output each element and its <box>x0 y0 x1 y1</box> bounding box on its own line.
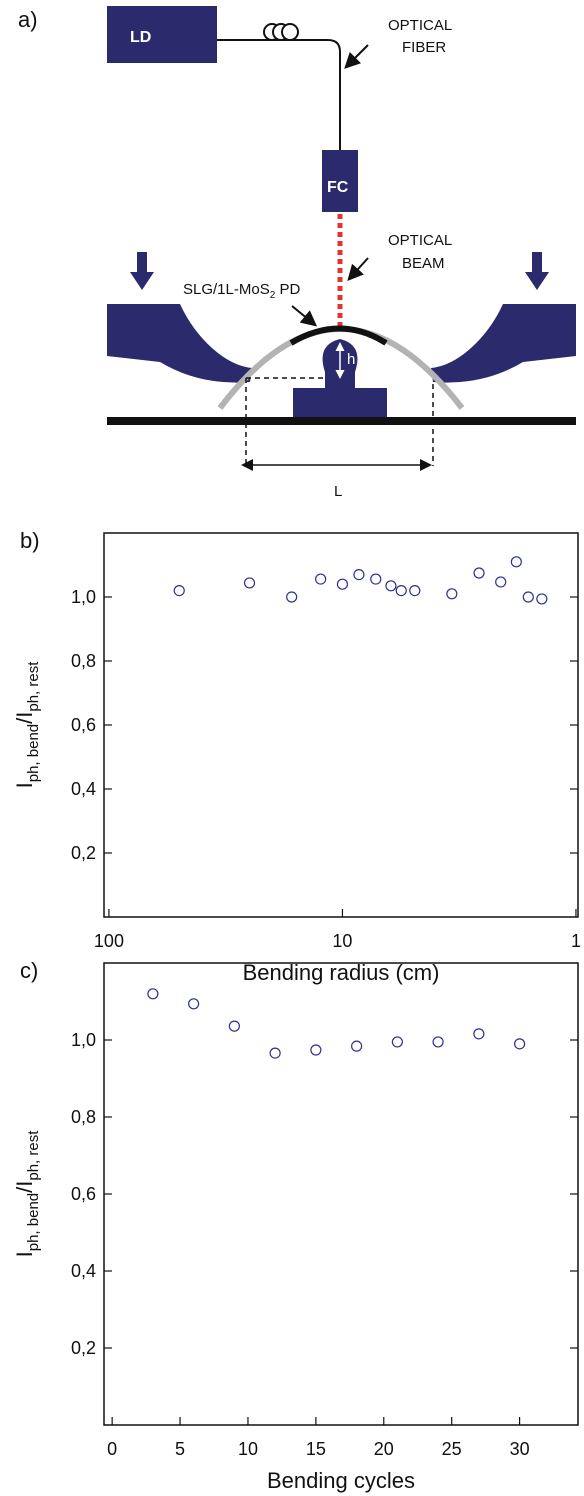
data-point <box>536 593 548 605</box>
arrow <box>347 257 369 281</box>
y-tick-label: 0,6 <box>71 715 96 735</box>
ld-box <box>107 6 217 63</box>
clamp <box>107 304 252 383</box>
data-point <box>228 1020 240 1032</box>
y-tick-label: 0,6 <box>71 1184 96 1204</box>
x-tick-label: 0 <box>107 1439 117 1459</box>
chart: b) 100 10 1 0,2 0,4 0,6 0,8 1,0 Bending radius (c… <box>12 528 581 985</box>
fiber-label: FIBER <box>402 39 446 56</box>
y-axis-label: Iph, bend/Iph, rest <box>12 1130 42 1258</box>
data-point <box>147 988 159 1000</box>
data-point <box>310 1044 322 1056</box>
ld-label: LD <box>130 29 151 46</box>
arrow <box>291 305 318 327</box>
data-point <box>173 584 185 597</box>
data-point <box>510 556 522 568</box>
x-tick-label: 10 <box>332 931 352 951</box>
x-tick-label: 1 <box>571 931 581 951</box>
x-tick-label: 10 <box>238 1439 258 1459</box>
y-axis-label-text: I <box>12 1251 37 1257</box>
x-tick-label: 20 <box>374 1439 394 1459</box>
force-arrow <box>130 252 154 290</box>
x-tick-label: 25 <box>442 1439 462 1459</box>
data-point <box>391 1036 403 1048</box>
x-tick-label: 15 <box>306 1439 326 1459</box>
pedestal <box>293 339 387 420</box>
fiber <box>217 39 341 150</box>
data-point <box>370 573 382 585</box>
data-point <box>495 576 507 588</box>
arrow <box>344 44 369 69</box>
y-tick-label: 0,2 <box>71 843 96 863</box>
pd-label-sub: 2 <box>270 290 276 301</box>
pd-label: SLG/1L-MoS2 PD <box>183 281 300 301</box>
data-point <box>353 568 365 581</box>
y-axis-label-text: /I <box>12 1181 37 1193</box>
fiber-label: OPTICAL <box>388 17 452 34</box>
panel-label: c) <box>20 958 38 983</box>
y-axis-label-sub: ph, bend <box>25 724 42 782</box>
y-tick-label: 0,8 <box>71 651 96 671</box>
x-axis-label: Bending radius (cm) <box>243 960 440 985</box>
y-axis-label-text: /I <box>12 712 37 724</box>
fc-box <box>322 150 358 212</box>
panel-label: a) <box>18 7 38 32</box>
data-point <box>409 584 421 597</box>
y-axis-label-sub: ph, rest <box>25 1130 42 1181</box>
beam-label: BEAM <box>402 255 445 272</box>
data-point <box>446 588 458 600</box>
data-point <box>385 580 397 592</box>
y-tick-label: 0,8 <box>71 1107 96 1127</box>
x-tick-label: 30 <box>510 1439 530 1459</box>
x-tick-label: 5 <box>175 1439 185 1459</box>
chart: c) 0 5 10 15 20 25 30 0,2 0,4 0,6 0,8 1,0 Bending cyc… <box>12 958 579 1493</box>
y-tick-label: 1,0 <box>71 587 96 607</box>
clamp <box>431 304 576 383</box>
data-point <box>432 1036 444 1048</box>
x-axis-label: Bending cycles <box>267 1468 415 1493</box>
beam-label: OPTICAL <box>388 232 452 249</box>
y-tick-label: 0,4 <box>71 1261 96 1281</box>
l-label: L <box>334 483 342 500</box>
fiber-coil <box>263 23 299 41</box>
data-point <box>188 998 200 1010</box>
h-label: h <box>347 351 355 368</box>
data-point <box>395 584 407 597</box>
data-point <box>351 1040 363 1052</box>
panel-label: b) <box>20 528 40 553</box>
y-axis-label-sub: ph, bend <box>25 1193 42 1251</box>
data-point <box>336 578 349 590</box>
data-point <box>243 577 256 589</box>
fc-label: FC <box>327 179 349 196</box>
data-point <box>522 591 534 603</box>
data-point <box>315 573 327 585</box>
x-tick-label: 100 <box>94 931 124 951</box>
diagram: a) LD FC OPTICAL FIBER OPTICAL BEAM SLG/… <box>18 6 576 500</box>
y-tick-label: 0,2 <box>71 1338 96 1358</box>
y-axis-label-text: I <box>12 782 37 788</box>
y-axis-label-sub: ph, rest <box>25 661 42 712</box>
photodetector <box>289 325 388 346</box>
data-point <box>473 567 485 579</box>
data-point <box>269 1047 281 1059</box>
y-tick-label: 0,4 <box>71 779 96 799</box>
plot-frame <box>103 962 579 1426</box>
data-point <box>286 591 298 603</box>
data-point <box>473 1028 485 1040</box>
y-axis-label: Iph, bend/Iph, rest <box>12 661 42 789</box>
y-tick-label: 1,0 <box>71 1030 96 1050</box>
data-point <box>513 1038 526 1050</box>
pd-label-text: SLG/1L-MoS <box>183 281 270 298</box>
plot-frame <box>103 532 579 918</box>
pd-label-text: PD <box>275 281 300 298</box>
force-arrow <box>525 252 549 290</box>
